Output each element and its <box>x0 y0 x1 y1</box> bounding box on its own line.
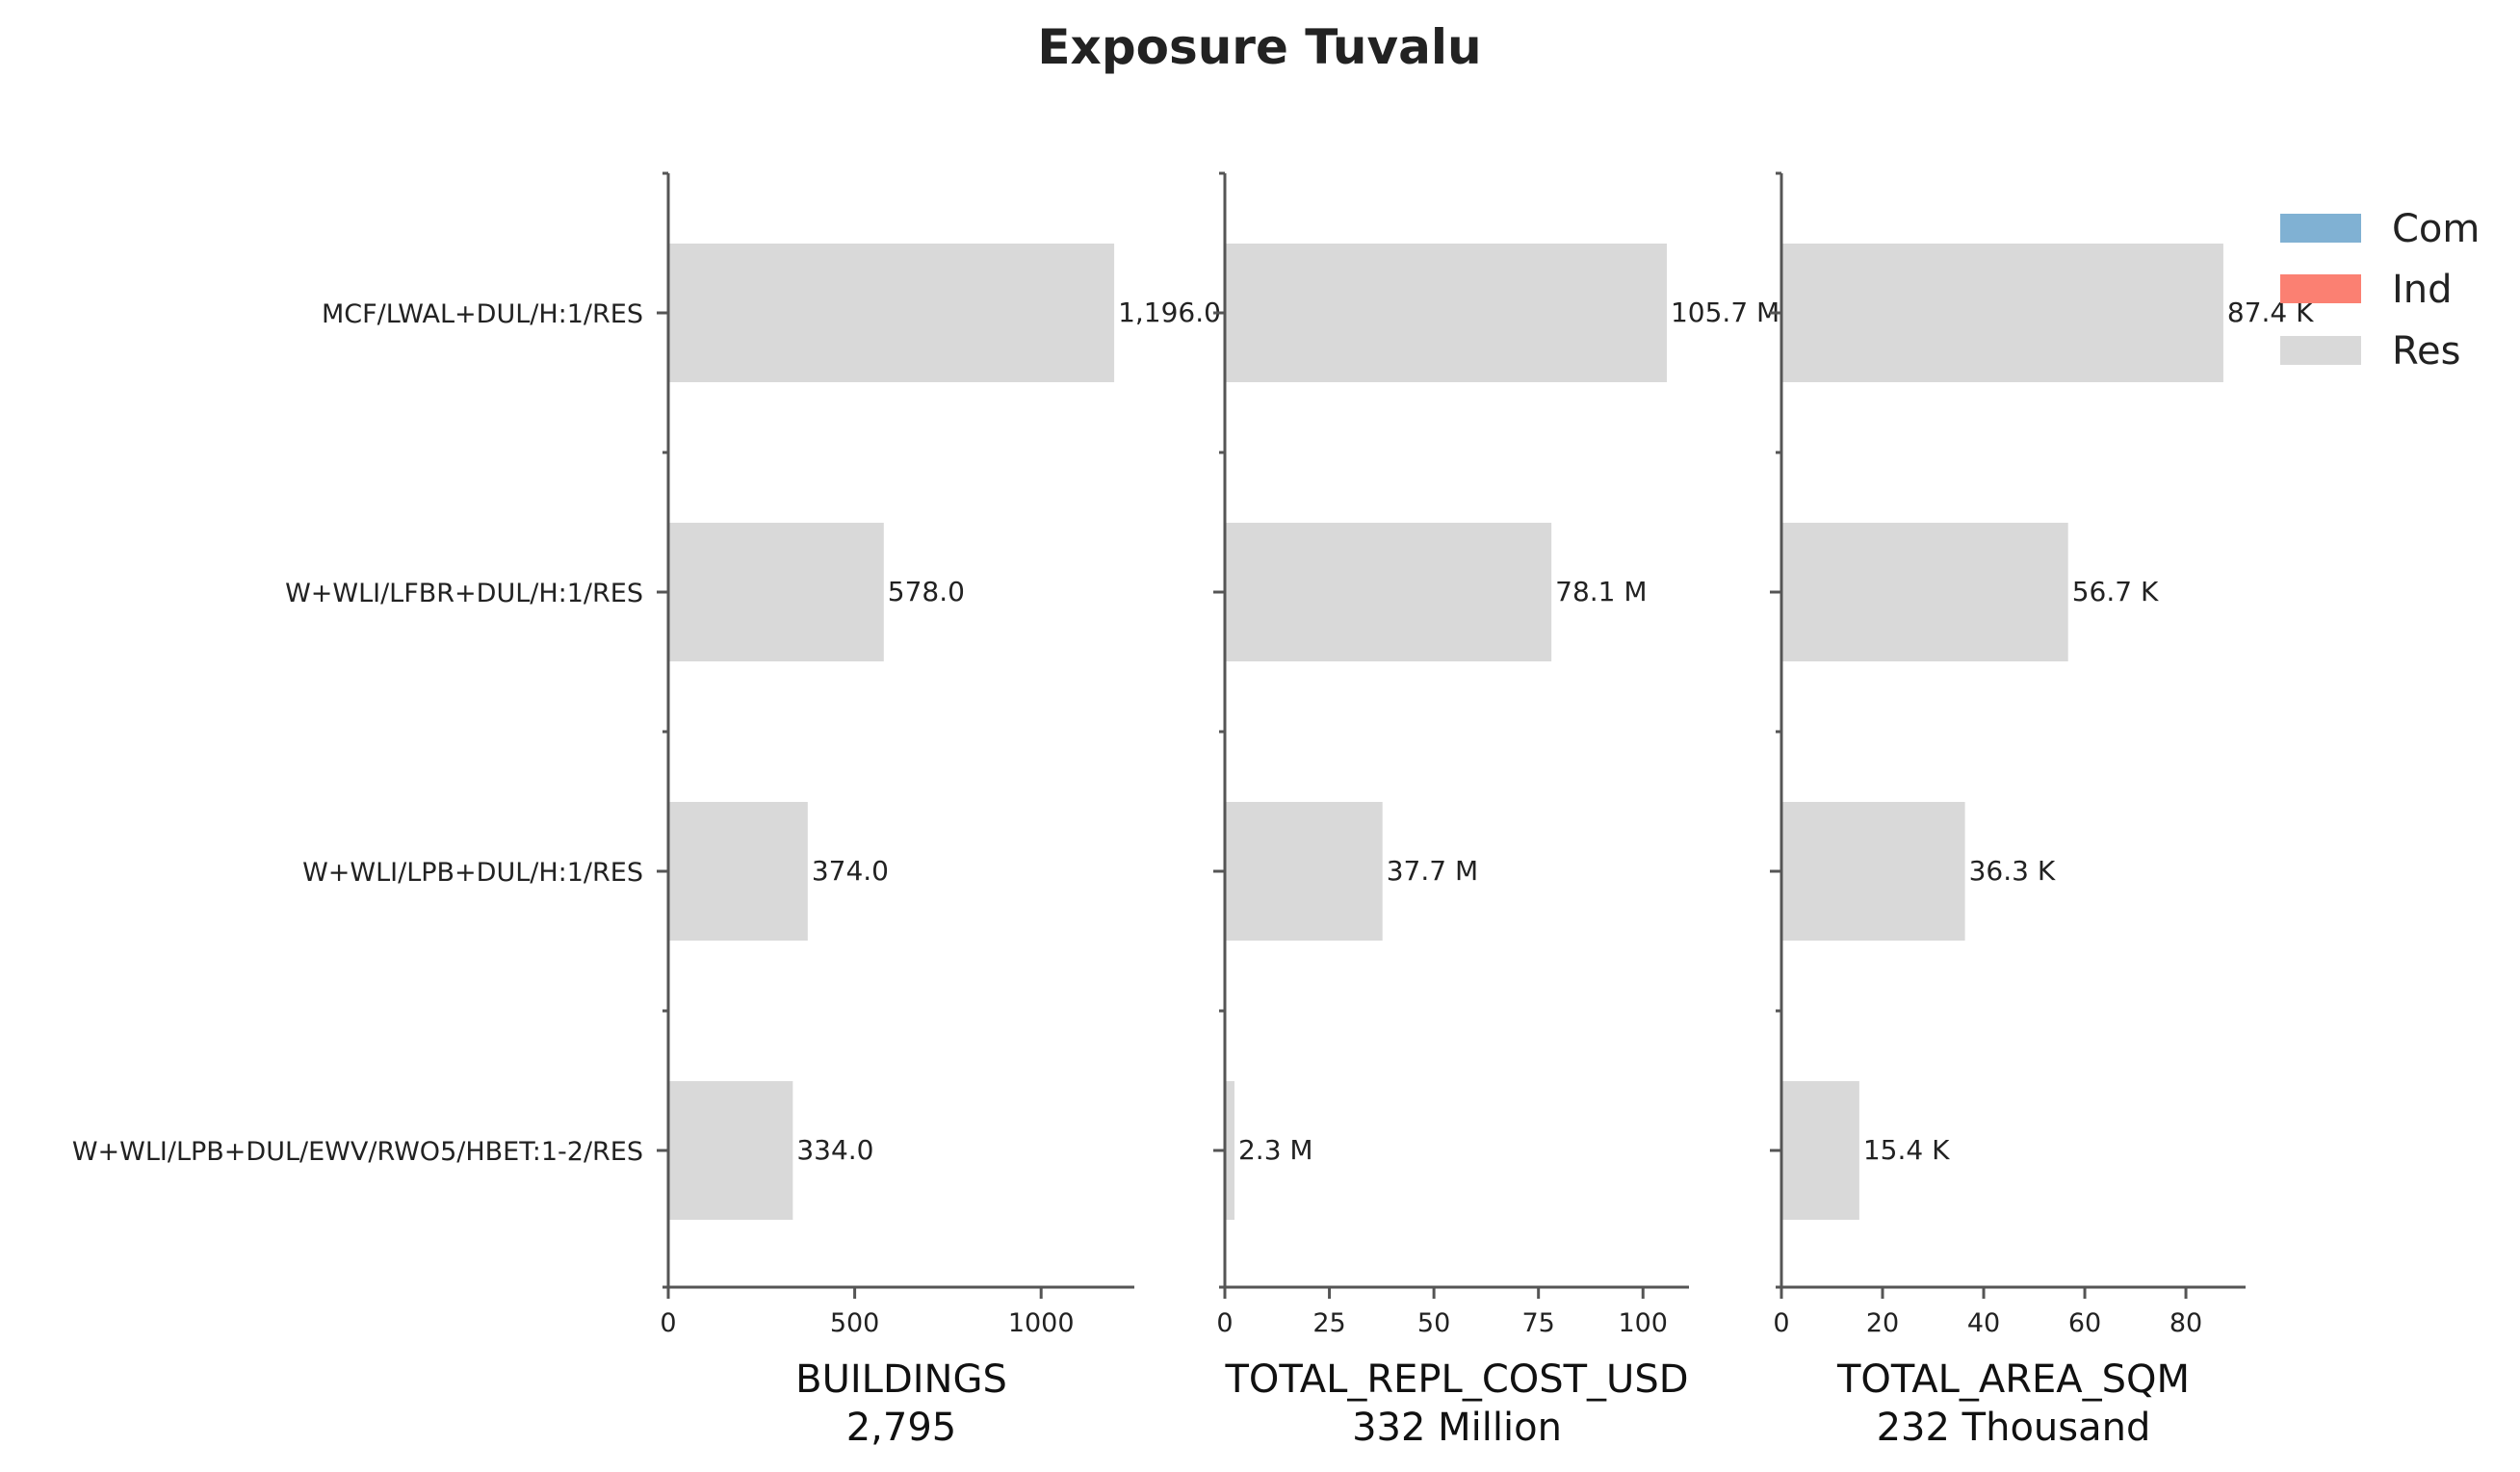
x-tick-label-panel2-4: 75 <box>1521 1308 1554 1338</box>
x-tick-label-panel3-2: 20 <box>1866 1308 1899 1338</box>
bar-res-panel3-row1 <box>1781 244 2223 382</box>
bar-res-panel1-row1 <box>668 244 1115 382</box>
category-label-2: W+WLI/LFBR+DUL/H:1/RES <box>285 579 643 608</box>
value-label-panel1-row3: 374.0 <box>812 855 889 887</box>
bar-res-panel3-row2 <box>1781 523 2068 661</box>
legend: Com Ind Res <box>2280 207 2480 374</box>
bar-res-panel1-row4 <box>668 1081 793 1220</box>
bar-res-panel2-row1 <box>1225 244 1667 382</box>
bar-res-panel1-row2 <box>668 523 884 661</box>
value-label-panel2-row2: 78.1 M <box>1555 576 1647 607</box>
value-label-panel2-row3: 37.7 M <box>1387 855 1478 887</box>
bar-res-panel2-row4 <box>1225 1081 1234 1220</box>
legend-label-ind: Ind <box>2392 268 2453 312</box>
value-label-panel2-row1: 105.7 M <box>1671 297 1780 328</box>
x-tick-label-panel1-1: 0 <box>660 1308 676 1338</box>
x-axis-total-panel1: 2,795 <box>846 1406 957 1450</box>
x-tick-label-panel2-5: 100 <box>1618 1308 1668 1338</box>
value-label-panel1-row1: 1,196.0 <box>1118 297 1221 328</box>
category-label-4: W+WLI/LPB+DUL/EWV/RWO5/HBET:1-2/RES <box>72 1137 643 1167</box>
x-axis-label-panel2: TOTAL_REPL_COST_USD <box>1224 1357 1688 1402</box>
value-label-panel3-row3: 36.3 K <box>1969 855 2056 887</box>
legend-swatch-com <box>2280 214 2361 243</box>
bar-res-panel2-row3 <box>1225 802 1383 941</box>
legend-swatch-ind <box>2280 274 2361 303</box>
x-axis-label-panel1: BUILDINGS <box>795 1357 1007 1402</box>
x-tick-label-panel1-2: 500 <box>830 1308 880 1338</box>
x-tick-label-panel3-3: 40 <box>1967 1308 2000 1338</box>
x-tick-label-panel3-5: 80 <box>2169 1308 2202 1338</box>
x-axis-total-panel3: 232 Thousand <box>1877 1406 2151 1450</box>
bar-res-panel2-row2 <box>1225 523 1552 661</box>
x-tick-label-panel3-1: 0 <box>1773 1308 1789 1338</box>
x-tick-label-panel2-3: 50 <box>1417 1308 1450 1338</box>
x-axis-label-panel3: TOTAL_AREA_SQM <box>1836 1357 2190 1402</box>
legend-label-res: Res <box>2392 329 2460 374</box>
chart-title: Exposure Tuvalu <box>1037 19 1481 75</box>
bar-res-panel3-row3 <box>1781 802 1965 941</box>
x-tick-label-panel2-2: 25 <box>1312 1308 1345 1338</box>
category-label-1: MCF/LWAL+DUL/H:1/RES <box>322 299 643 329</box>
value-label-panel3-row4: 15.4 K <box>1863 1134 1950 1166</box>
x-tick-label-panel2-1: 0 <box>1216 1308 1233 1338</box>
bar-res-panel3-row4 <box>1781 1081 1859 1220</box>
value-label-panel2-row4: 2.3 M <box>1238 1134 1313 1166</box>
value-label-panel1-row2: 578.0 <box>888 576 965 607</box>
legend-label-com: Com <box>2392 207 2480 251</box>
value-label-panel3-row2: 56.7 K <box>2072 576 2159 607</box>
legend-swatch-res <box>2280 336 2361 365</box>
x-tick-label-panel3-4: 60 <box>2068 1308 2101 1338</box>
bar-res-panel1-row3 <box>668 802 808 941</box>
x-axis-total-panel2: 332 Million <box>1352 1406 1562 1450</box>
x-tick-label-panel1-3: 1000 <box>1008 1308 1075 1338</box>
category-label-3: W+WLI/LPB+DUL/H:1/RES <box>302 858 643 888</box>
value-label-panel1-row4: 334.0 <box>796 1134 873 1166</box>
